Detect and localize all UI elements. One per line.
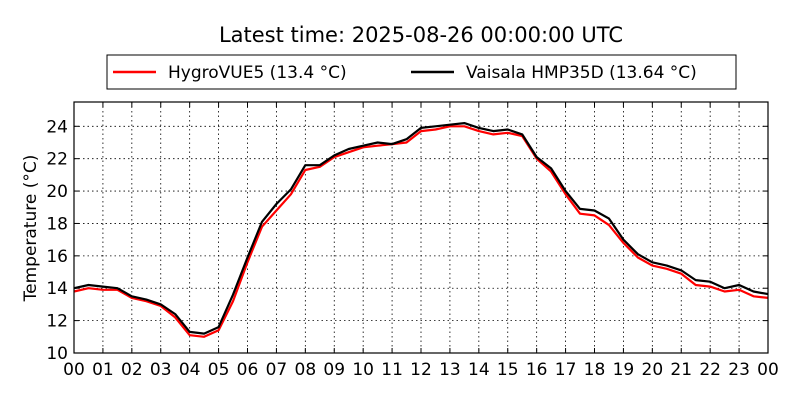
y-tick-label: 14 <box>46 279 68 299</box>
x-axis-ticks: 00 01 02 03 04 05 06 07 08 09 10 11 12 13 14 15 16 17 18 19… <box>63 102 779 380</box>
legend-label-vaisala: Vaisala HMP35D (13.64 °C) <box>466 63 697 83</box>
x-tick-label: 23 <box>728 360 750 380</box>
y-tick-label: 12 <box>46 312 68 332</box>
y-tick-label: 20 <box>46 182 68 202</box>
x-tick-label: 00 <box>63 360 85 380</box>
y-tick-label: 16 <box>46 247 68 267</box>
x-tick-label: 14 <box>468 360 490 380</box>
x-tick-label: 20 <box>642 360 664 380</box>
x-tick-label: 22 <box>699 360 721 380</box>
x-tick-label: 16 <box>526 360 548 380</box>
x-tick-label: 15 <box>497 360 519 380</box>
x-tick-label: 17 <box>555 360 577 380</box>
y-tick-label: 22 <box>46 150 68 170</box>
series-line-vaisala <box>73 121 769 335</box>
x-tick-label: 13 <box>439 360 461 380</box>
x-tick-label: 01 <box>92 360 114 380</box>
y-tick-label: 18 <box>46 214 68 234</box>
x-tick-label: 07 <box>266 360 288 380</box>
x-tick-label: 05 <box>208 360 230 380</box>
series-line-hygrovue <box>73 125 769 338</box>
y-tick-label: 24 <box>46 117 68 137</box>
series-lines <box>73 121 769 338</box>
x-tick-label: 02 <box>121 360 143 380</box>
y-tick-label: 10 <box>46 344 68 364</box>
x-tick-label: 09 <box>323 360 345 380</box>
y-axis-label: Temperature (°C) <box>21 155 41 303</box>
x-tick-label: 00 <box>757 360 779 380</box>
x-tick-label: 18 <box>584 360 606 380</box>
x-tick-label: 11 <box>381 360 403 380</box>
grid-lines <box>74 102 768 353</box>
chart-title: Latest time: 2025-08-26 00:00:00 UTC <box>219 23 623 47</box>
x-tick-label: 21 <box>670 360 692 380</box>
legend: HygroVUE5 (13.4 °C) Vaisala HMP35D (13.6… <box>106 54 737 90</box>
x-tick-label: 19 <box>613 360 635 380</box>
x-tick-label: 08 <box>295 360 317 380</box>
x-tick-label: 06 <box>237 360 259 380</box>
x-tick-label: 03 <box>150 360 172 380</box>
y-axis-ticks: 10 12 14 16 18 20 22 24 <box>46 117 768 364</box>
x-tick-label: 10 <box>352 360 374 380</box>
x-tick-label: 04 <box>179 360 201 380</box>
plot-frame <box>73 101 769 354</box>
x-tick-label: 12 <box>410 360 432 380</box>
legend-label-hygrovue: HygroVUE5 (13.4 °C) <box>168 63 347 83</box>
